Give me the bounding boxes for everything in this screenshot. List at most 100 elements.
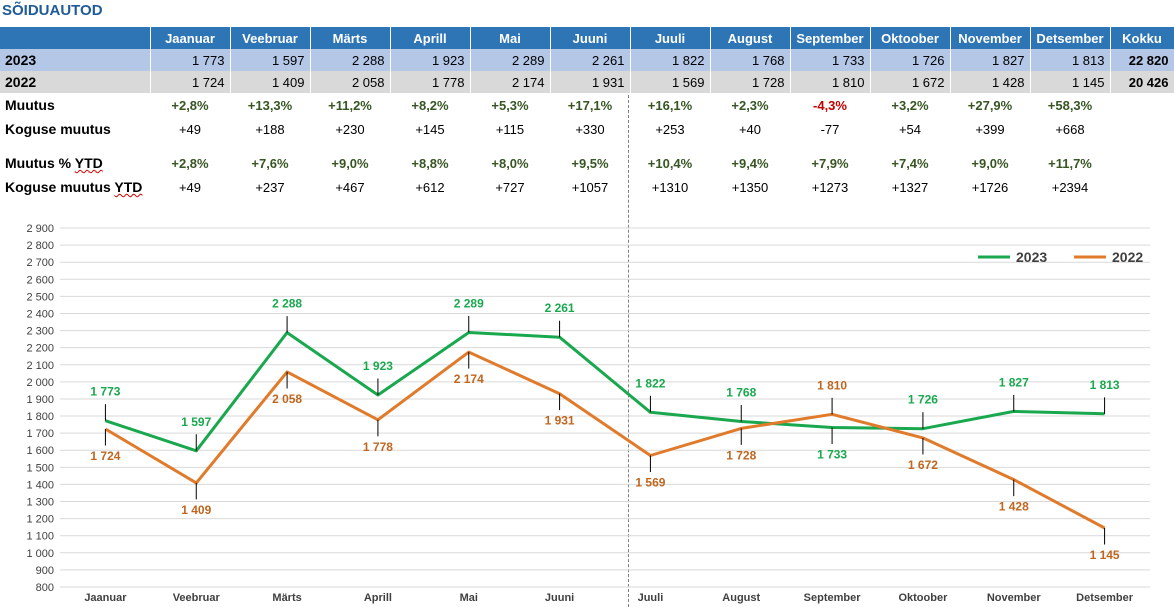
spellcheck-underline: YTD [74, 155, 103, 171]
y-tick-label: 900 [36, 565, 54, 577]
data-label: 1 768 [726, 386, 756, 400]
stat-cell: +1350 [731, 179, 769, 195]
empty-cell [1110, 175, 1174, 199]
month-header: Märts [310, 27, 391, 49]
y-tick-label: 1 400 [26, 479, 54, 491]
stat-cell: +9,0% [331, 155, 369, 171]
y-tick-label: 2 500 [26, 291, 54, 303]
stat-cell: +230 [335, 121, 365, 137]
table-cell: 1 773 [150, 49, 231, 71]
data-label: 1 923 [363, 359, 393, 373]
y-tick-label: 2 200 [26, 343, 54, 355]
data-label: 1 733 [817, 448, 847, 462]
y-tick-label: 2 300 [26, 326, 54, 338]
stat-row: Muutus % YTD +2,8% +7,6% +9,0% +8,8% +8,… [0, 151, 1174, 175]
y-tick-label: 2 400 [26, 308, 54, 320]
row-total: 20 426 [1110, 71, 1174, 93]
table-cell: 2 261 [550, 49, 631, 71]
y-tick-label: 1 900 [26, 394, 54, 406]
data-label: 1 810 [817, 378, 847, 392]
table-cell: 2 058 [310, 71, 391, 93]
stat-cell: +13,3% [247, 97, 293, 113]
stat-cell: +237 [255, 179, 285, 195]
stat-cell: +9,4% [731, 155, 769, 171]
y-tick-label: 1 300 [26, 497, 54, 509]
x-tick-label: August [722, 592, 760, 604]
x-tick-label: Aprill [364, 592, 392, 604]
month-header: Aprill [390, 27, 471, 49]
month-header: Jaanuar [150, 27, 231, 49]
stat-cell: +2394 [1051, 179, 1089, 195]
stat-cell: +467 [335, 179, 365, 195]
month-header: Veebruar [230, 27, 311, 49]
data-label: 1 773 [90, 385, 120, 399]
stat-cell: +188 [255, 121, 285, 137]
stat-cell: +399 [975, 121, 1005, 137]
stat-cell: +253 [655, 121, 685, 137]
stat-cell: +1327 [891, 179, 929, 195]
spacer-row [0, 141, 1174, 151]
stat-cell: +7,6% [251, 155, 289, 171]
stat-cell: +2,8% [171, 155, 209, 171]
table-cell: 1 931 [550, 71, 631, 93]
stat-cell: +612 [415, 179, 445, 195]
data-label: 1 672 [908, 458, 938, 472]
stat-cell: +115 [495, 121, 525, 137]
data-label: 1 428 [999, 500, 1029, 514]
data-label: 1 778 [363, 440, 393, 454]
x-tick-label: Veebruar [173, 592, 221, 604]
empty-cell [1110, 93, 1174, 117]
table-cell: 1 923 [390, 49, 471, 71]
y-tick-label: 1 500 [26, 462, 54, 474]
data-label: 2 288 [272, 297, 302, 311]
stat-cell: +10,4% [647, 155, 693, 171]
stat-cell: +11,7% [1048, 155, 1092, 171]
y-tick-label: 1 800 [26, 411, 54, 423]
x-tick-label: September [804, 592, 862, 604]
table-cell: 1 145 [1030, 71, 1111, 93]
table-cell: 1 813 [1030, 49, 1111, 71]
stat-cell: -4,3% [813, 97, 847, 113]
row-label: 2023 [0, 49, 151, 71]
y-tick-label: 1 600 [26, 445, 54, 457]
y-tick-label: 2 100 [26, 360, 54, 372]
table-cell: 1 569 [630, 71, 711, 93]
stat-cell: +49 [178, 179, 202, 195]
stat-cell: +7,4% [891, 155, 929, 171]
data-label: 1 827 [999, 375, 1029, 389]
data-table: Jaanuar Veebruar Märts Aprill Mai Juuni … [0, 27, 1174, 199]
data-label: 2 174 [454, 372, 484, 386]
table-cell: 1 733 [790, 49, 871, 71]
page-title: SÕIDUAUTOD [2, 2, 103, 19]
row-label-text: Koguse muutus YTD [5, 179, 143, 195]
row-label: Muutus [5, 97, 55, 113]
empty-cell [1110, 151, 1174, 175]
table-row: 2022 1 724 1 409 2 058 1 778 2 174 1 931… [0, 71, 1174, 93]
y-tick-label: 2 800 [26, 240, 54, 252]
month-header: September [790, 27, 871, 49]
month-header: Oktoober [870, 27, 951, 49]
stat-cell: +1057 [571, 179, 609, 195]
stat-cell: +5,3% [491, 97, 529, 113]
stat-cell: +40 [738, 121, 762, 137]
table-cell: 2 289 [470, 49, 551, 71]
stat-cell: +49 [178, 121, 202, 137]
x-tick-label: Oktoober [898, 592, 948, 604]
month-header: Mai [470, 27, 551, 49]
data-label: 1 726 [908, 393, 938, 407]
table-cell: 1 726 [870, 49, 951, 71]
empty-cell [1110, 117, 1174, 141]
data-label: 1 931 [545, 414, 575, 428]
table-cell: 1 724 [150, 71, 231, 93]
stat-cell: +58,3% [1047, 97, 1093, 113]
x-tick-label: Märts [272, 592, 301, 604]
stat-cell: -77 [820, 121, 840, 137]
y-tick-label: 2 600 [26, 274, 54, 286]
month-header-row: Jaanuar Veebruar Märts Aprill Mai Juuni … [0, 27, 1174, 49]
series-line-2022 [104, 350, 1106, 530]
x-tick-label: Mai [460, 592, 478, 604]
table-cell: 1 822 [630, 49, 711, 71]
month-header: Juuli [630, 27, 711, 49]
table-cell: 2 174 [470, 71, 551, 93]
month-header: Juuni [550, 27, 631, 49]
